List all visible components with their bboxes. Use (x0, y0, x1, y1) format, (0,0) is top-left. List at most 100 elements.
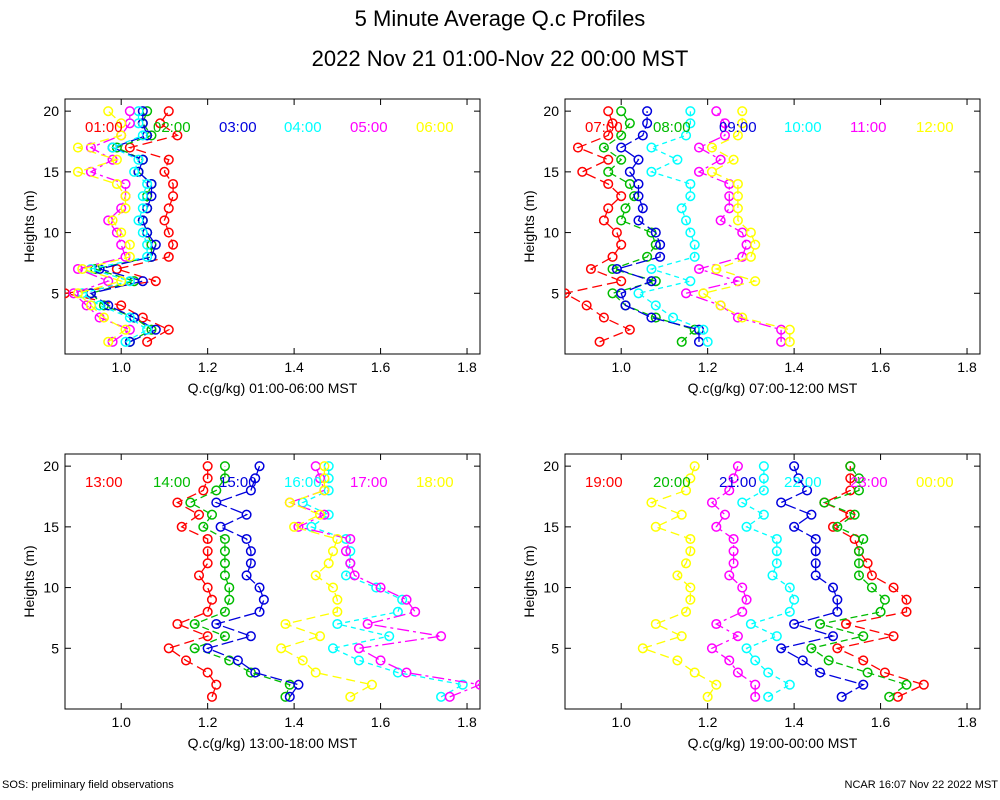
data-point (116, 130, 127, 141)
series-line (636, 111, 709, 343)
plot-frame (64, 453, 481, 710)
data-point (172, 497, 183, 508)
legend-label: 09:00 (719, 119, 757, 136)
data-point (332, 533, 343, 545)
x-tick-label: 1.4 (784, 359, 804, 375)
data-point (784, 679, 795, 690)
data-point (745, 618, 756, 630)
x-tick-label: 1.0 (111, 359, 131, 375)
data-point (349, 570, 360, 581)
data-point (853, 558, 865, 569)
data-point (245, 546, 256, 557)
chart-panels: 1.0 1.2 1.4 1.6 1.8 5 10 15 20 Q.c(g/kg) 01:00-06… (21, 98, 981, 751)
series-line (301, 466, 465, 698)
data-point (732, 461, 743, 472)
data-point (206, 691, 218, 702)
data-point (107, 142, 118, 153)
series-line (809, 465, 908, 698)
data-point (711, 679, 722, 690)
data-point (901, 594, 912, 605)
y-tick-label: 10 (543, 580, 559, 596)
data-point (702, 691, 713, 702)
series-1400 (185, 461, 295, 702)
data-point (802, 485, 813, 496)
data-point (85, 300, 96, 311)
x-tick-label: 1.4 (284, 359, 304, 375)
y-tick-label: 5 (551, 285, 559, 301)
data-point (633, 154, 644, 165)
data-point (219, 473, 230, 484)
data-point (315, 509, 326, 520)
data-point (444, 691, 455, 702)
data-point (297, 655, 308, 666)
data-point (332, 594, 343, 605)
data-point (689, 667, 700, 678)
data-point (750, 679, 761, 690)
data-point (650, 312, 661, 323)
plot-area (565, 106, 795, 347)
data-point (637, 203, 648, 214)
x-axis-label: Q.c(g/kg) 01:00-06:00 MST (188, 380, 358, 396)
data-point (219, 546, 230, 557)
data-point (711, 263, 722, 275)
data-point (598, 215, 609, 226)
data-point (737, 582, 748, 593)
data-point (193, 570, 205, 581)
figure-subtitle: 2022 Nov 21 01:00-Nov 22 00:00 MST (312, 46, 689, 71)
data-point (219, 558, 230, 569)
data-point (111, 178, 122, 190)
data-point (853, 485, 865, 496)
data-point (594, 336, 605, 347)
data-point (315, 473, 326, 484)
x-tick-label: 1.8 (957, 359, 977, 375)
data-point (202, 582, 213, 593)
data-point (650, 227, 661, 238)
data-point (172, 618, 183, 630)
data-point (319, 461, 330, 472)
data-point (737, 118, 748, 129)
data-point (323, 485, 334, 496)
data-point (715, 300, 726, 311)
data-point (77, 263, 88, 275)
legend-label: 00:00 (916, 474, 954, 491)
data-point (392, 606, 403, 617)
data-point (689, 461, 700, 472)
data-point (319, 509, 330, 520)
data-point (646, 166, 657, 177)
data-point (211, 679, 222, 690)
data-point (719, 509, 730, 520)
data-point (832, 594, 843, 605)
data-point (319, 485, 330, 496)
data-point (853, 546, 865, 557)
y-axis-label: Heights (m) (21, 190, 37, 262)
data-point (159, 166, 170, 177)
data-point (616, 239, 627, 250)
legend-label: 12:00 (916, 119, 954, 136)
data-point (724, 570, 735, 581)
data-point (633, 288, 644, 299)
legend-label: 02:00 (153, 119, 191, 136)
data-point (384, 631, 395, 642)
series-1200 (698, 106, 795, 347)
data-point (888, 631, 899, 642)
data-point (689, 251, 700, 262)
data-point (603, 106, 614, 117)
data-point (124, 312, 135, 323)
data-point (901, 679, 912, 690)
data-point (103, 336, 114, 347)
data-point (711, 106, 722, 117)
x-tick-label: 1.4 (784, 714, 804, 730)
data-point (918, 679, 929, 690)
data-point (142, 251, 153, 262)
data-point (866, 582, 877, 593)
data-point (284, 497, 295, 508)
data-point (676, 631, 687, 642)
series-1500 (202, 461, 304, 702)
data-point (771, 631, 782, 642)
data-point (646, 142, 657, 153)
data-point (676, 336, 687, 347)
x-tick-label: 1.2 (198, 359, 218, 375)
data-point (616, 288, 627, 299)
data-point (680, 606, 692, 617)
data-point (633, 178, 644, 190)
